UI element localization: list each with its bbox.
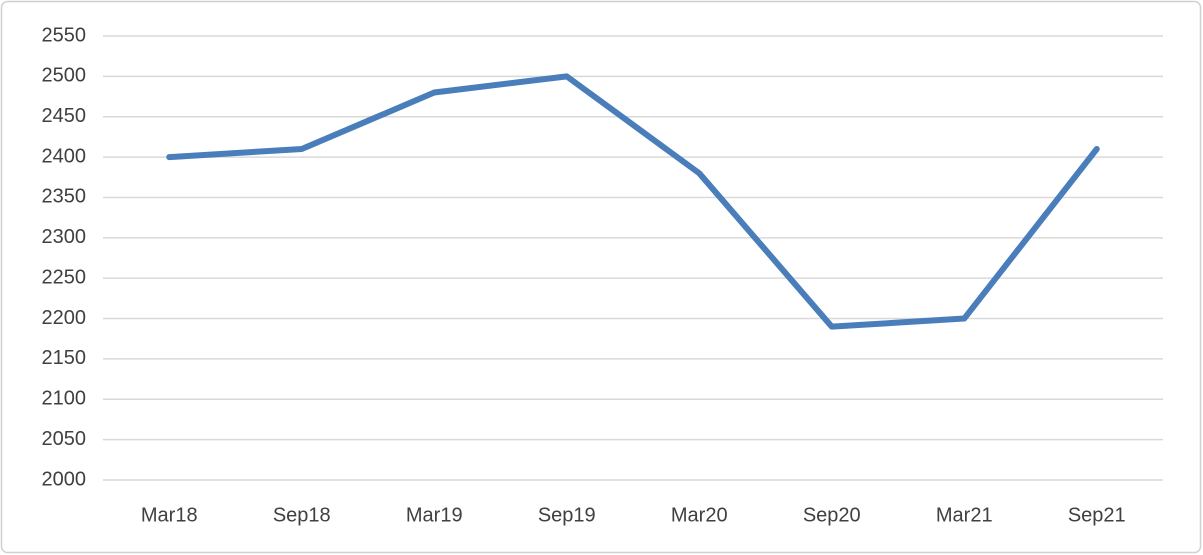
y-tick-label: 2350 (42, 186, 87, 208)
x-tick-label: Sep21 (1068, 504, 1126, 526)
x-tick-label: Mar19 (406, 504, 463, 526)
x-tick-label: Mar18 (141, 504, 198, 526)
y-tick-label: 2050 (42, 428, 87, 450)
y-tick-label: 2450 (42, 105, 87, 127)
data-line (166, 73, 1100, 330)
y-tick-label: 2000 (42, 468, 87, 490)
y-tick-label: 2250 (42, 266, 87, 288)
y-tick-label: 2400 (42, 145, 87, 167)
x-tick-label: Mar20 (671, 504, 728, 526)
y-tick-label: 2200 (42, 307, 87, 329)
x-tick-label: Sep18 (273, 504, 331, 526)
x-tick-label: Sep20 (803, 504, 861, 526)
y-tick-label: 2550 (42, 24, 87, 46)
y-tick-label: 2150 (42, 347, 87, 369)
y-tick-label: 2500 (42, 65, 87, 87)
x-tick-label: Mar21 (936, 504, 993, 526)
y-tick-label: 2100 (42, 388, 87, 410)
x-tick-label: Sep19 (538, 504, 596, 526)
y-tick-label: 2300 (42, 226, 87, 248)
